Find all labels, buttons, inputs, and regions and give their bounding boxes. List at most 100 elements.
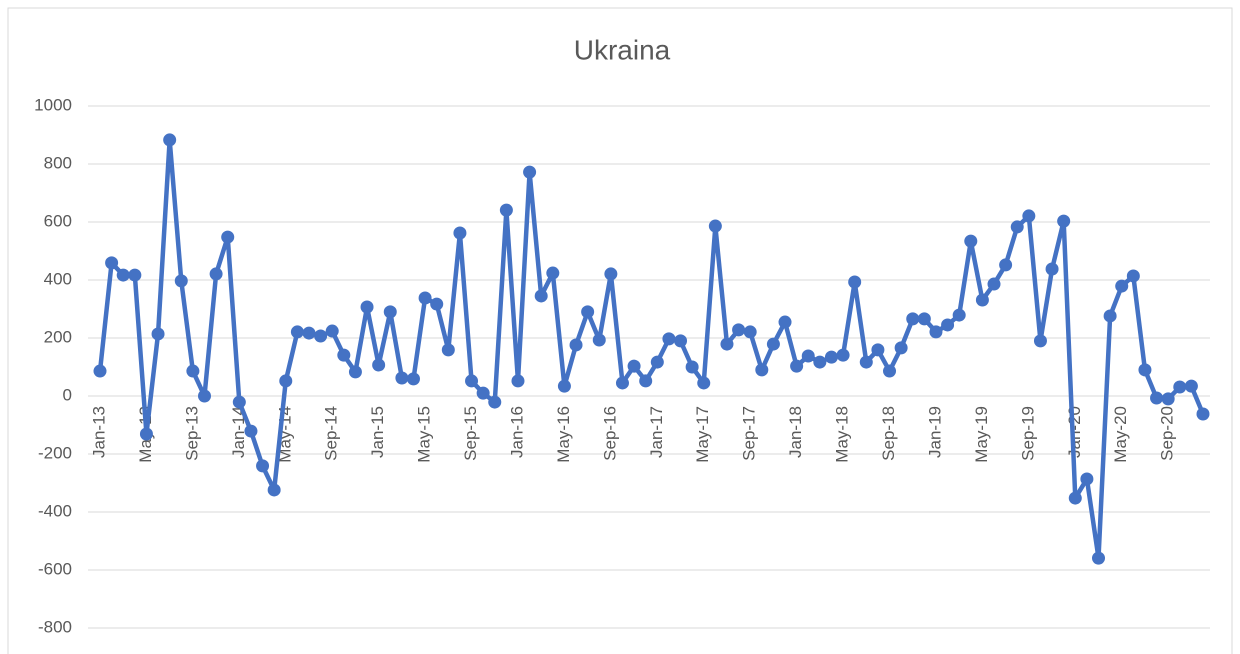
x-tick-label: May-19 [972,406,991,463]
data-point [1092,551,1106,565]
data-point [406,372,420,386]
x-tick-label: Jan-19 [925,406,944,458]
data-point [1057,214,1071,228]
data-point [105,256,119,270]
x-tick-label: Sep-18 [879,406,898,461]
data-point [197,389,211,403]
data-point [523,165,537,179]
x-tick-label: Sep-13 [182,406,201,461]
data-point [650,355,664,369]
data-point [1126,269,1140,283]
data-point [1184,379,1198,393]
data-point [743,325,757,339]
data-point [290,325,304,339]
data-point [430,297,444,311]
data-point [499,203,513,217]
data-point [1033,334,1047,348]
data-point [534,289,548,303]
data-point [848,275,862,289]
data-point [1068,491,1082,505]
data-point [987,277,1001,291]
data-point [360,300,374,314]
x-tick-label: Jan-13 [89,406,108,458]
data-point [906,312,920,326]
data-point [314,329,328,343]
x-tick-label: Jan-17 [647,406,666,458]
data-point [511,374,525,388]
x-tick-label: Sep-17 [740,406,759,461]
data-point [662,332,676,346]
data-point [581,305,595,319]
data-point [93,364,107,378]
data-point [395,371,409,385]
data-point [302,326,316,340]
data-point [1080,472,1094,486]
x-tick-label: Sep-15 [461,406,480,461]
data-point [627,359,641,373]
data-point [639,374,653,388]
data-point [732,323,746,337]
data-point [488,395,502,409]
x-tick-label: Jan-16 [507,406,526,458]
data-point [151,327,165,341]
data-point [1010,220,1024,234]
data-point [337,348,351,362]
data-point [1103,309,1117,323]
data-point [139,427,153,441]
data-point [778,315,792,329]
y-tick-label: 1000 [34,95,72,114]
data-point [418,291,432,305]
data-point [1138,363,1152,377]
x-tick-label: Sep-19 [1018,406,1037,461]
chart-border [7,7,1233,654]
data-point [859,355,873,369]
x-tick-label: May-15 [415,406,434,463]
x-tick-label: Jan-15 [368,406,387,458]
data-point [952,308,966,322]
data-point [1045,262,1059,276]
data-point [1161,392,1175,406]
data-point [894,341,908,355]
y-tick-label: -400 [38,501,72,520]
x-tick-label: Jan-14 [229,406,248,458]
data-point [221,230,235,244]
data-point [232,395,246,409]
data-point [708,219,722,233]
data-point [441,343,455,357]
data-point [163,133,177,147]
data-point [186,364,200,378]
data-point [999,258,1013,272]
data-point [592,333,606,347]
data-point [883,364,897,378]
data-point [1115,279,1129,293]
data-point [720,337,734,351]
x-tick-label: May-16 [554,406,573,463]
y-tick-label: -800 [38,617,72,636]
data-point [929,325,943,339]
y-tick-label: 400 [44,269,72,288]
data-point [975,293,989,307]
data-point [697,376,711,390]
data-point [1173,380,1187,394]
data-point [917,312,931,326]
data-point [546,266,560,280]
data-point [128,268,142,282]
x-tick-label: Sep-20 [1158,406,1177,461]
x-tick-label: May-20 [1111,406,1130,463]
data-point [476,386,490,400]
data-point [325,324,339,338]
data-point [267,483,281,497]
data-point [557,379,571,393]
data-point [453,226,467,240]
data-point [836,348,850,362]
data-point [824,350,838,364]
data-point [372,358,386,372]
data-point [116,268,130,282]
data-point [615,376,629,390]
y-tick-label: 0 [63,385,72,404]
data-point [766,337,780,351]
data-point [174,274,188,288]
data-point [244,424,258,438]
x-tick-label: Sep-14 [322,406,341,461]
